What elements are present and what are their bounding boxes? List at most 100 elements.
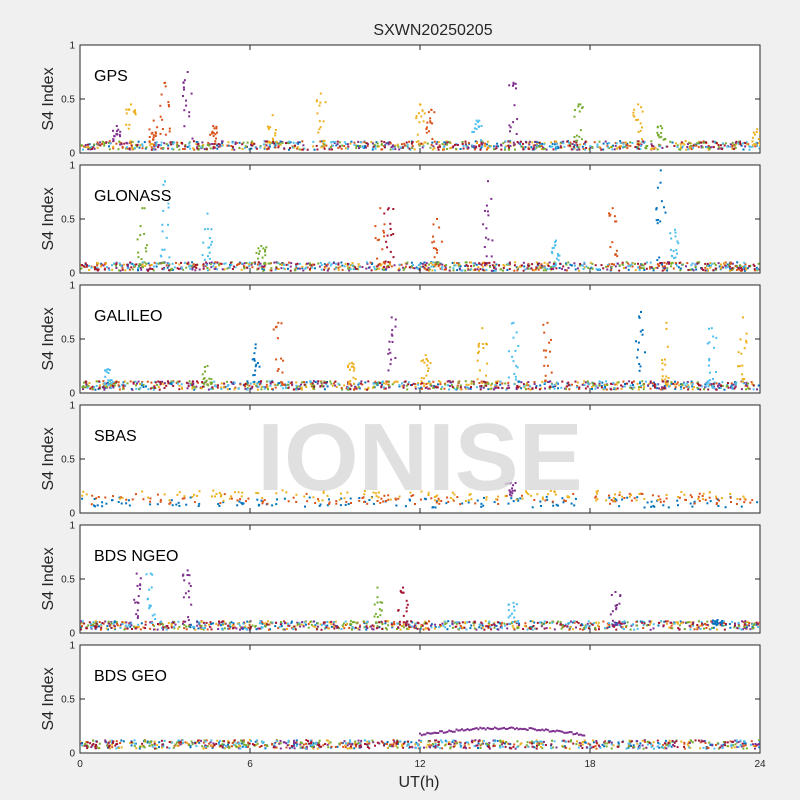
data-point: [673, 621, 676, 624]
data-point: [183, 495, 186, 498]
data-point: [707, 364, 710, 367]
data-point: [351, 262, 354, 265]
data-point: [743, 268, 746, 271]
data-point: [722, 624, 725, 627]
data-point: [337, 262, 340, 265]
data-point: [104, 620, 107, 623]
data-point: [220, 388, 223, 390]
data-point: [614, 220, 617, 223]
data-point: [543, 265, 546, 268]
data-point: [398, 148, 401, 151]
data-point: [279, 140, 282, 143]
data-point: [84, 144, 87, 146]
data-point: [253, 352, 256, 355]
data-point: [660, 131, 663, 134]
data-point: [413, 627, 416, 630]
data-point: [715, 336, 718, 339]
data-point: [387, 620, 389, 623]
data-point: [548, 621, 551, 624]
data-point: [686, 382, 689, 385]
data-point: [447, 620, 450, 623]
data-point: [296, 623, 299, 626]
data-point: [164, 133, 167, 136]
data-point: [137, 595, 140, 598]
data-point: [241, 148, 244, 150]
data-point: [94, 388, 97, 391]
data-point: [536, 141, 539, 144]
data-point: [618, 269, 621, 272]
data-point: [458, 622, 461, 625]
data-point: [690, 264, 693, 267]
data-point: [374, 380, 377, 383]
data-point: [678, 624, 681, 627]
data-point: [322, 145, 325, 148]
data-point: [699, 388, 702, 391]
data-point: [323, 147, 326, 150]
data-point: [417, 383, 419, 386]
data-point: [661, 147, 664, 149]
data-point: [671, 627, 674, 630]
data-point: [113, 627, 116, 630]
data-point: [490, 269, 493, 272]
data-point: [715, 624, 718, 627]
data-point: [496, 498, 499, 501]
data-point: [176, 380, 179, 383]
data-point: [99, 144, 102, 147]
data-point: [660, 388, 663, 391]
data-point: [731, 268, 734, 271]
data-point: [740, 505, 743, 508]
scintillation-spike: [148, 119, 159, 146]
data-point: [259, 262, 262, 265]
data-point: [714, 622, 717, 624]
data-point: [606, 625, 609, 628]
data-point: [108, 625, 111, 628]
data-point: [433, 240, 436, 243]
data-point: [211, 381, 213, 384]
data-point: [174, 623, 177, 626]
data-point: [574, 497, 577, 500]
data-point: [691, 388, 694, 391]
data-point: [649, 628, 652, 631]
data-point: [738, 268, 741, 271]
data-point: [573, 136, 576, 138]
data-point: [98, 384, 101, 387]
data-point: [745, 627, 748, 630]
data-point: [731, 141, 734, 144]
data-point: [443, 387, 446, 390]
data-point: [515, 386, 518, 389]
data-point: [309, 264, 312, 267]
data-point: [326, 624, 329, 627]
data-point: [473, 620, 476, 623]
data-point: [178, 148, 181, 151]
scintillation-spike: [507, 601, 520, 625]
data-point: [151, 573, 154, 576]
data-point: [142, 626, 145, 629]
data-point: [191, 137, 194, 140]
data-point: [644, 146, 647, 149]
data-point: [430, 497, 433, 500]
data-point: [300, 623, 303, 626]
data-point: [481, 140, 484, 143]
data-point: [485, 143, 488, 146]
data-point: [603, 627, 606, 630]
data-point: [497, 145, 500, 148]
data-point: [282, 359, 285, 362]
data-point: [701, 495, 704, 497]
data-point: [690, 496, 693, 499]
data-point: [600, 148, 603, 151]
data-point: [538, 145, 541, 148]
data-point: [137, 380, 140, 383]
data-point: [168, 130, 171, 133]
data-point: [321, 624, 323, 627]
data-point: [222, 622, 224, 624]
data-point: [353, 382, 355, 385]
data-point: [337, 268, 340, 271]
data-point: [401, 385, 404, 388]
data-point: [88, 147, 91, 150]
data-point: [743, 623, 746, 626]
data-point: [529, 620, 532, 623]
data-point: [698, 384, 700, 387]
data-point: [100, 623, 103, 626]
data-point: [274, 268, 277, 271]
data-point: [344, 503, 347, 506]
